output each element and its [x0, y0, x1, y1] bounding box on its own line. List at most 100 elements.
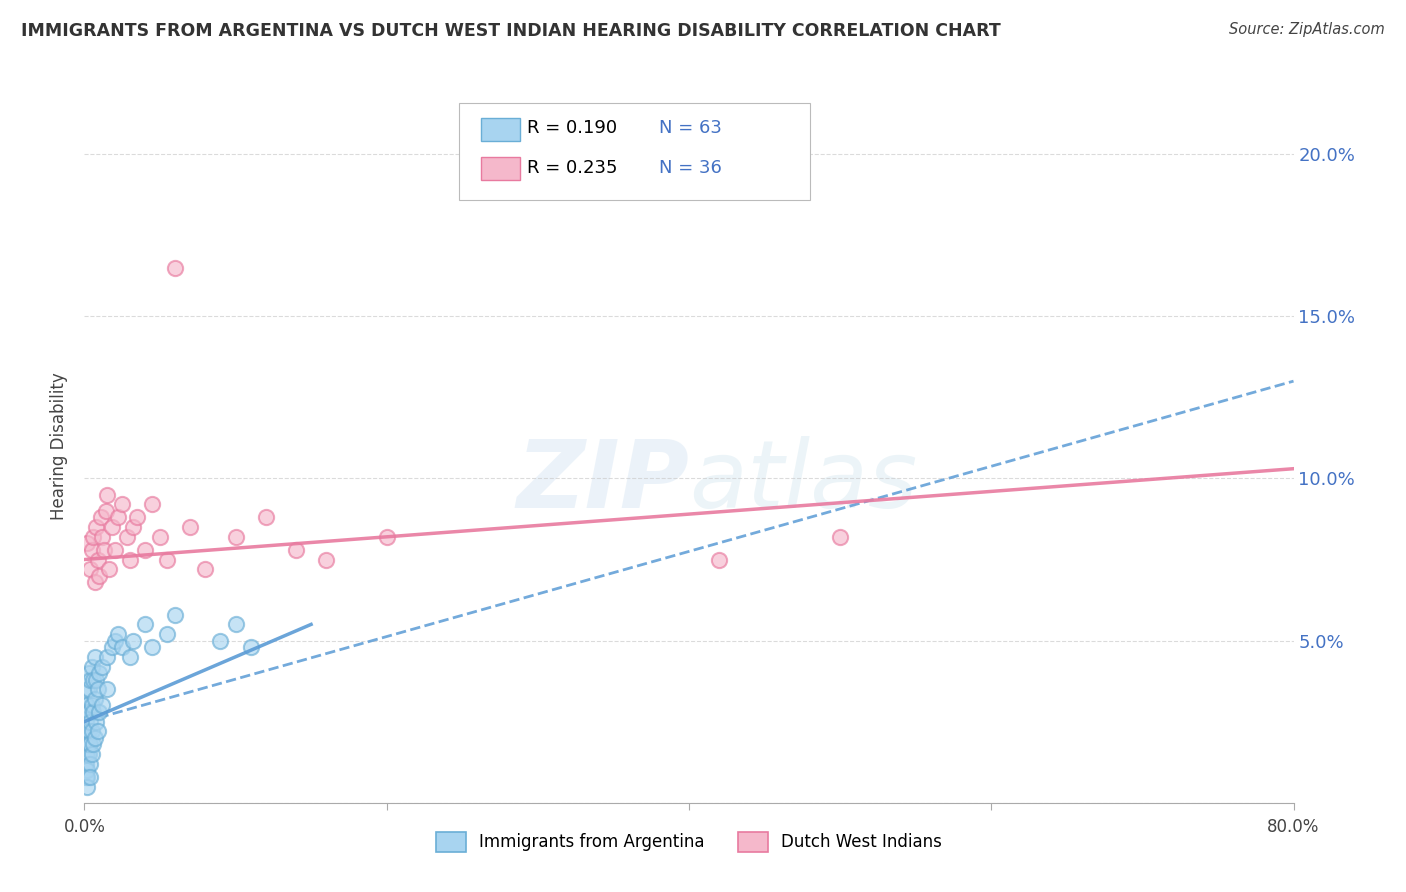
- Point: [285, 542, 308, 557]
- Point: [165, 607, 187, 622]
- Point: [80, 747, 103, 761]
- Point: [86, 520, 108, 534]
- Text: N = 36: N = 36: [659, 159, 721, 177]
- Point: [90, 510, 112, 524]
- Point: [76, 747, 98, 761]
- Point: [76, 738, 98, 752]
- Point: [111, 497, 134, 511]
- Point: [75, 764, 97, 778]
- Point: [75, 747, 97, 761]
- Point: [93, 542, 115, 557]
- FancyBboxPatch shape: [481, 157, 520, 180]
- Point: [179, 520, 201, 534]
- Point: [82, 705, 104, 719]
- Point: [79, 562, 101, 576]
- Point: [76, 770, 98, 784]
- Point: [96, 488, 118, 502]
- Point: [82, 738, 104, 752]
- Point: [89, 666, 111, 681]
- Point: [100, 640, 122, 654]
- Point: [76, 724, 98, 739]
- Point: [80, 724, 103, 739]
- Point: [80, 698, 103, 713]
- Point: [86, 673, 108, 687]
- Point: [91, 530, 114, 544]
- Point: [84, 692, 107, 706]
- Point: [89, 568, 111, 582]
- Point: [156, 627, 179, 641]
- Point: [84, 649, 107, 664]
- Point: [75, 770, 97, 784]
- Point: [79, 673, 101, 687]
- Point: [115, 530, 138, 544]
- Point: [79, 714, 101, 729]
- Point: [254, 510, 277, 524]
- Point: [86, 714, 108, 729]
- Point: [77, 682, 100, 697]
- Point: [134, 542, 156, 557]
- Point: [87, 682, 110, 697]
- Point: [79, 738, 101, 752]
- Point: [79, 770, 101, 784]
- Point: [225, 530, 247, 544]
- Point: [194, 562, 217, 576]
- Point: [77, 738, 100, 752]
- FancyBboxPatch shape: [460, 103, 810, 200]
- Point: [830, 530, 852, 544]
- Point: [75, 705, 97, 719]
- Text: atlas: atlas: [689, 436, 917, 527]
- Point: [141, 497, 163, 511]
- Point: [121, 633, 143, 648]
- Text: ZIP: ZIP: [516, 435, 689, 528]
- Point: [100, 520, 122, 534]
- Point: [75, 698, 97, 713]
- Point: [134, 617, 156, 632]
- Point: [97, 562, 120, 576]
- Point: [76, 764, 98, 778]
- Point: [80, 542, 103, 557]
- Point: [315, 552, 337, 566]
- Point: [118, 649, 141, 664]
- Point: [89, 705, 111, 719]
- Point: [91, 659, 114, 673]
- Point: [77, 747, 100, 761]
- Point: [118, 552, 141, 566]
- Point: [80, 659, 103, 673]
- Point: [87, 724, 110, 739]
- Point: [75, 756, 97, 771]
- Point: [96, 649, 118, 664]
- Point: [77, 724, 100, 739]
- Point: [127, 510, 149, 524]
- Text: Source: ZipAtlas.com: Source: ZipAtlas.com: [1229, 22, 1385, 37]
- Point: [75, 738, 97, 752]
- Point: [84, 731, 107, 745]
- Point: [141, 640, 163, 654]
- Point: [107, 510, 129, 524]
- Point: [104, 542, 127, 557]
- Point: [75, 714, 97, 729]
- Point: [111, 640, 134, 654]
- Point: [107, 627, 129, 641]
- Point: [76, 682, 98, 697]
- Point: [87, 552, 110, 566]
- Text: IMMIGRANTS FROM ARGENTINA VS DUTCH WEST INDIAN HEARING DISABILITY CORRELATION CH: IMMIGRANTS FROM ARGENTINA VS DUTCH WEST …: [21, 22, 1001, 40]
- Point: [91, 698, 114, 713]
- Point: [75, 731, 97, 745]
- Point: [165, 260, 187, 275]
- Point: [96, 682, 118, 697]
- Text: R = 0.190: R = 0.190: [527, 120, 617, 137]
- Point: [121, 520, 143, 534]
- Text: N = 63: N = 63: [659, 120, 721, 137]
- Point: [209, 633, 232, 648]
- Point: [82, 530, 104, 544]
- Point: [75, 724, 97, 739]
- Point: [375, 530, 398, 544]
- Point: [84, 575, 107, 590]
- Point: [77, 705, 100, 719]
- Point: [156, 552, 179, 566]
- Point: [94, 504, 117, 518]
- Point: [709, 552, 731, 566]
- Point: [76, 698, 98, 713]
- Point: [149, 530, 172, 544]
- Point: [82, 673, 104, 687]
